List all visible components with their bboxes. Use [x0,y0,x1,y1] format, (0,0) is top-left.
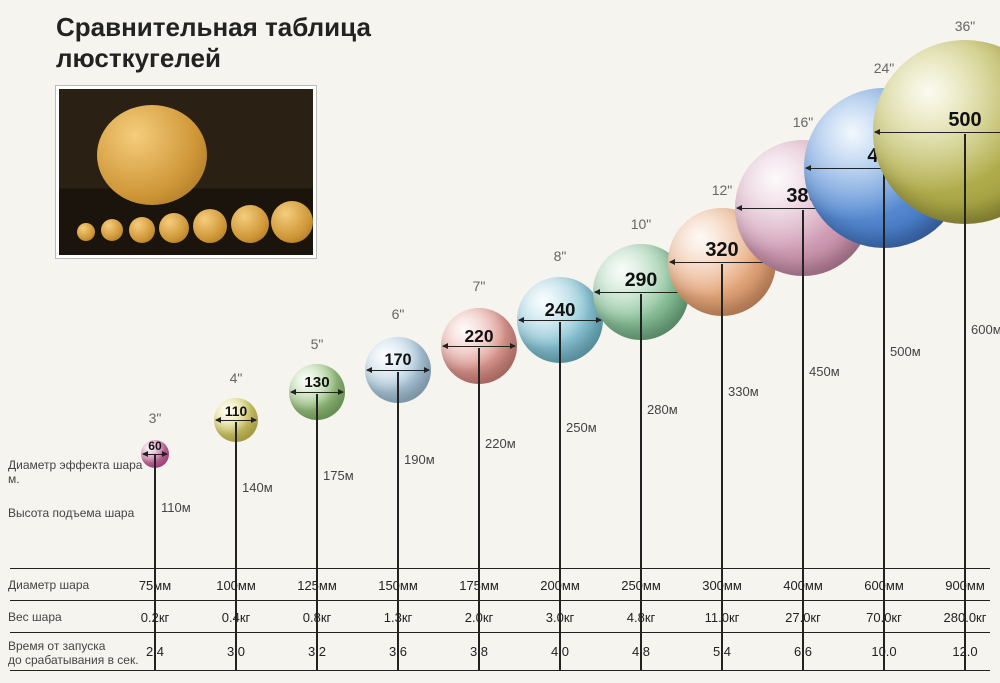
inch-label: 16" [793,114,814,130]
drop-line [154,455,156,670]
inch-label: 7" [473,278,486,294]
diameter-arrow [670,262,774,263]
height-value: 140м [242,480,273,495]
cell-diam: 600мм [864,578,904,593]
cell-time: 3.8 [470,644,488,659]
cell-diam: 175мм [459,578,499,593]
effect-value: 500 [948,109,981,132]
inch-label: 36" [955,18,976,34]
height-value: 110м [161,500,191,515]
table-rule [10,632,990,633]
label-effect-diam: Диаметр эффекта шара м. [8,458,148,486]
cell-weight: 1.3кг [384,610,413,625]
table-rule [10,600,990,601]
height-value: 220м [485,436,516,451]
diameter-arrow [367,370,429,371]
cell-weight: 11.0кг [705,610,740,625]
cell-diam: 125мм [297,578,337,593]
cell-diam: 150мм [378,578,418,593]
inch-label: 3" [149,410,162,426]
height-value: 250м [566,420,597,435]
height-value: 450м [809,364,840,379]
effect-value: 60 [148,439,161,453]
inch-label: 5" [311,336,324,352]
drop-line [316,394,318,670]
cell-diam: 300мм [702,578,742,593]
cell-weight: 0.2кг [141,610,170,625]
cell-weight: 70.0кг [866,610,902,625]
inch-label: 24" [874,60,895,76]
table-rule [10,670,990,671]
cell-diam: 200мм [540,578,580,593]
effect-value: 220 [465,326,494,347]
inch-label: 10" [631,216,652,232]
comparison-chart: Диаметр эффекта шара м. Высота подъема ша… [0,0,1000,683]
cell-diam: 400мм [783,578,823,593]
inch-label: 6" [392,306,405,322]
effect-value: 240 [545,299,576,321]
label-height: Высота подъема шара [8,506,148,520]
cell-weight: 0.4кг [222,610,251,625]
effect-value: 170 [384,351,411,370]
drop-line [235,422,237,670]
cell-time: 4.8 [632,644,650,659]
effect-value: 320 [705,239,738,262]
drop-line [802,210,804,670]
diameter-arrow [875,132,1000,133]
cell-weight: 4.8кг [627,610,656,625]
label-time: Время от запуска до срабатывания в сек. [8,640,148,668]
height-value: 600м [971,322,1000,337]
inch-label: 12" [712,182,733,198]
cell-time: 12.0 [952,644,977,659]
diameter-arrow [291,392,343,393]
cell-diam: 100мм [216,578,256,593]
cell-weight: 0.8кг [303,610,332,625]
cell-diam: 75мм [139,578,171,593]
label-shell-diam: Диаметр шара [8,578,148,592]
cell-weight: 2.0кг [465,610,494,625]
diameter-arrow [216,420,256,421]
inch-label: 4" [230,370,243,386]
cell-time: 3.0 [227,644,245,659]
cell-time: 2.4 [146,644,164,659]
height-value: 190м [404,452,435,467]
cell-time: 3.6 [389,644,407,659]
inch-label: 8" [554,248,567,264]
effect-value: 290 [625,269,658,292]
cell-time: 3.2 [308,644,326,659]
height-value: 175м [323,468,354,483]
drop-line [883,170,885,670]
label-weight: Вес шара [8,610,148,624]
cell-time: 6.6 [794,644,812,659]
cell-weight: 280.0кг [944,610,987,625]
cell-diam: 250мм [621,578,661,593]
cell-weight: 27.0кг [785,610,821,625]
cell-time: 4.0 [551,644,569,659]
cell-time: 5.4 [713,644,731,659]
cell-weight: 3.0кг [546,610,575,625]
height-value: 500м [890,344,921,359]
drop-line [397,372,399,670]
height-value: 330м [728,384,759,399]
cell-time: 10.0 [871,644,896,659]
cell-diam: 900мм [945,578,985,593]
table-rule [10,568,990,569]
effect-value: 110 [225,403,247,419]
effect-value: 130 [304,374,329,391]
height-value: 280м [647,402,678,417]
